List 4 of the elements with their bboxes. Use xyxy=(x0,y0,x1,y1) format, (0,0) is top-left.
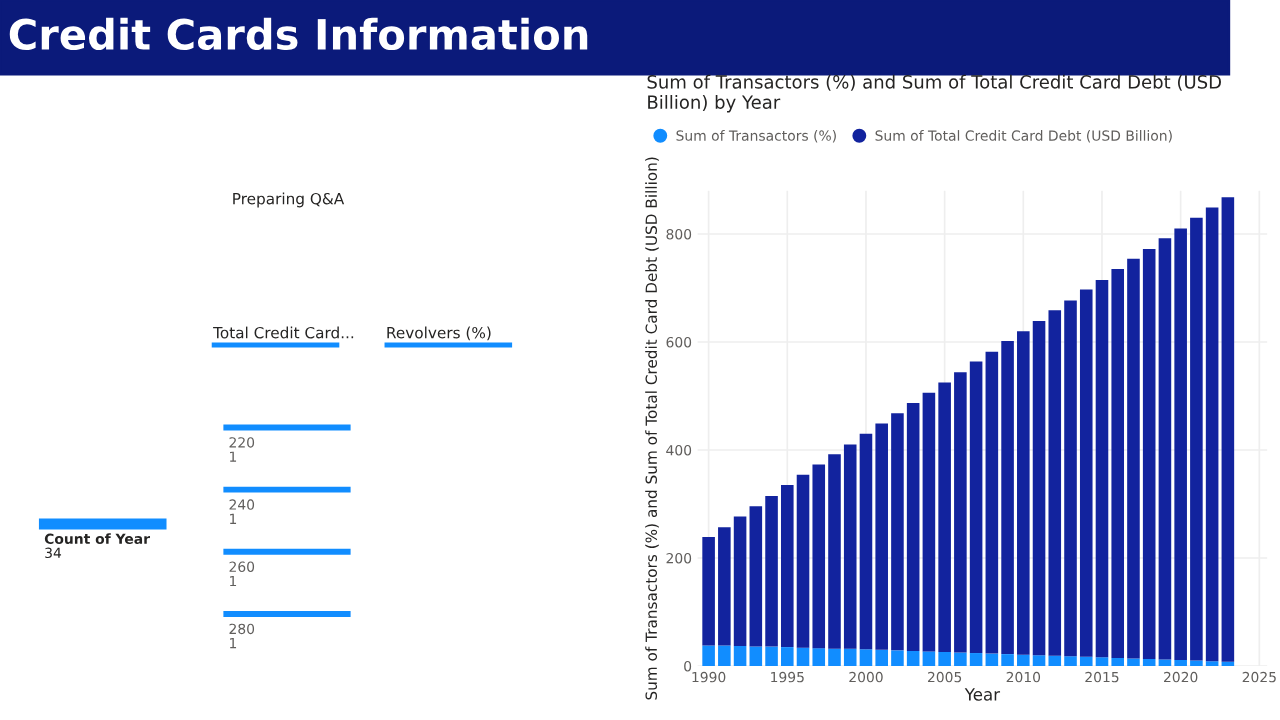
x-axis-title: Year xyxy=(964,688,1001,701)
text: Credit Cards Information xyxy=(9,17,588,51)
bar xyxy=(1221,197,1235,662)
chart-title: Sum of Transactors (%) and Sum of Total Credit Card Debt (USD Billion) by Year xyxy=(647,74,1221,113)
